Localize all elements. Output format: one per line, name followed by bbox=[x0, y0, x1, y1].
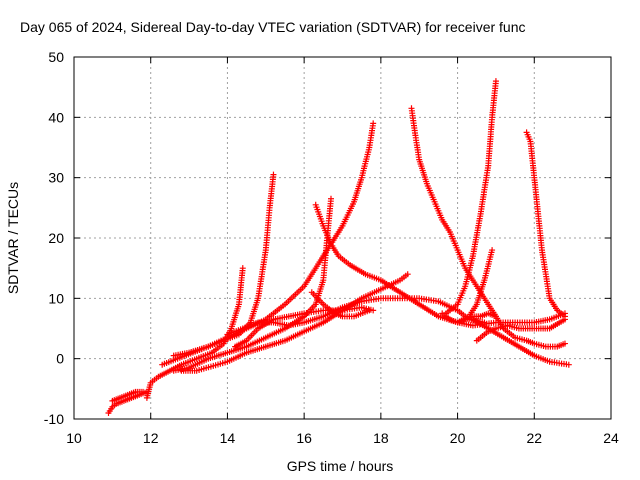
y-tick-label: 50 bbox=[48, 49, 64, 65]
series-track-15 bbox=[454, 247, 496, 326]
x-tick-label: 22 bbox=[526, 430, 542, 446]
x-tick-label: 20 bbox=[450, 430, 466, 446]
y-tick-label: -10 bbox=[44, 411, 64, 427]
series-markers-track-9 bbox=[224, 295, 488, 338]
y-tick-label: 30 bbox=[48, 170, 64, 186]
series-markers-track-5 bbox=[170, 195, 334, 374]
plot-frame bbox=[73, 56, 612, 420]
series-markers-track-3 bbox=[143, 265, 246, 401]
series-markers-track-14 bbox=[443, 78, 499, 317]
chart-title: Day 065 of 2024, Sidereal Day-to-day VTE… bbox=[20, 19, 526, 35]
series-track-17 bbox=[523, 129, 568, 320]
marks-layer bbox=[105, 78, 572, 416]
series-track-11 bbox=[308, 289, 373, 320]
x-tick-label: 12 bbox=[143, 430, 159, 446]
y-tick-label: 40 bbox=[48, 109, 64, 125]
y-tick-label: 20 bbox=[48, 230, 64, 246]
series-track-5 bbox=[170, 195, 334, 374]
series-markers-track-18 bbox=[469, 316, 572, 368]
series-markers-track-2 bbox=[109, 388, 147, 404]
y-tick-label: 0 bbox=[56, 351, 64, 367]
axes-layer: 10 12 14 16 18 20 22 24 -10 0 10 20 30 40 50 bbox=[44, 49, 619, 446]
x-tick-label: 18 bbox=[373, 430, 389, 446]
x-tick-label: 16 bbox=[296, 430, 312, 446]
x-tick-label: 10 bbox=[66, 430, 82, 446]
series-track-9 bbox=[224, 295, 488, 338]
series-track-14 bbox=[443, 78, 499, 317]
y-axis-label: SDTVAR / TECUs bbox=[5, 182, 21, 294]
series-track-18 bbox=[469, 316, 572, 368]
series-track-3 bbox=[143, 265, 246, 401]
series-track-2 bbox=[109, 388, 147, 404]
series-markers-track-11 bbox=[308, 289, 373, 320]
x-tick-label: 24 bbox=[603, 430, 619, 446]
series-markers-track-17 bbox=[523, 129, 568, 320]
x-axis-label: GPS time / hours bbox=[287, 458, 394, 474]
grid-layer bbox=[74, 57, 611, 419]
y-tick-label: 10 bbox=[48, 290, 64, 306]
x-tick-label: 14 bbox=[220, 430, 236, 446]
series-markers-track-15 bbox=[454, 247, 496, 326]
